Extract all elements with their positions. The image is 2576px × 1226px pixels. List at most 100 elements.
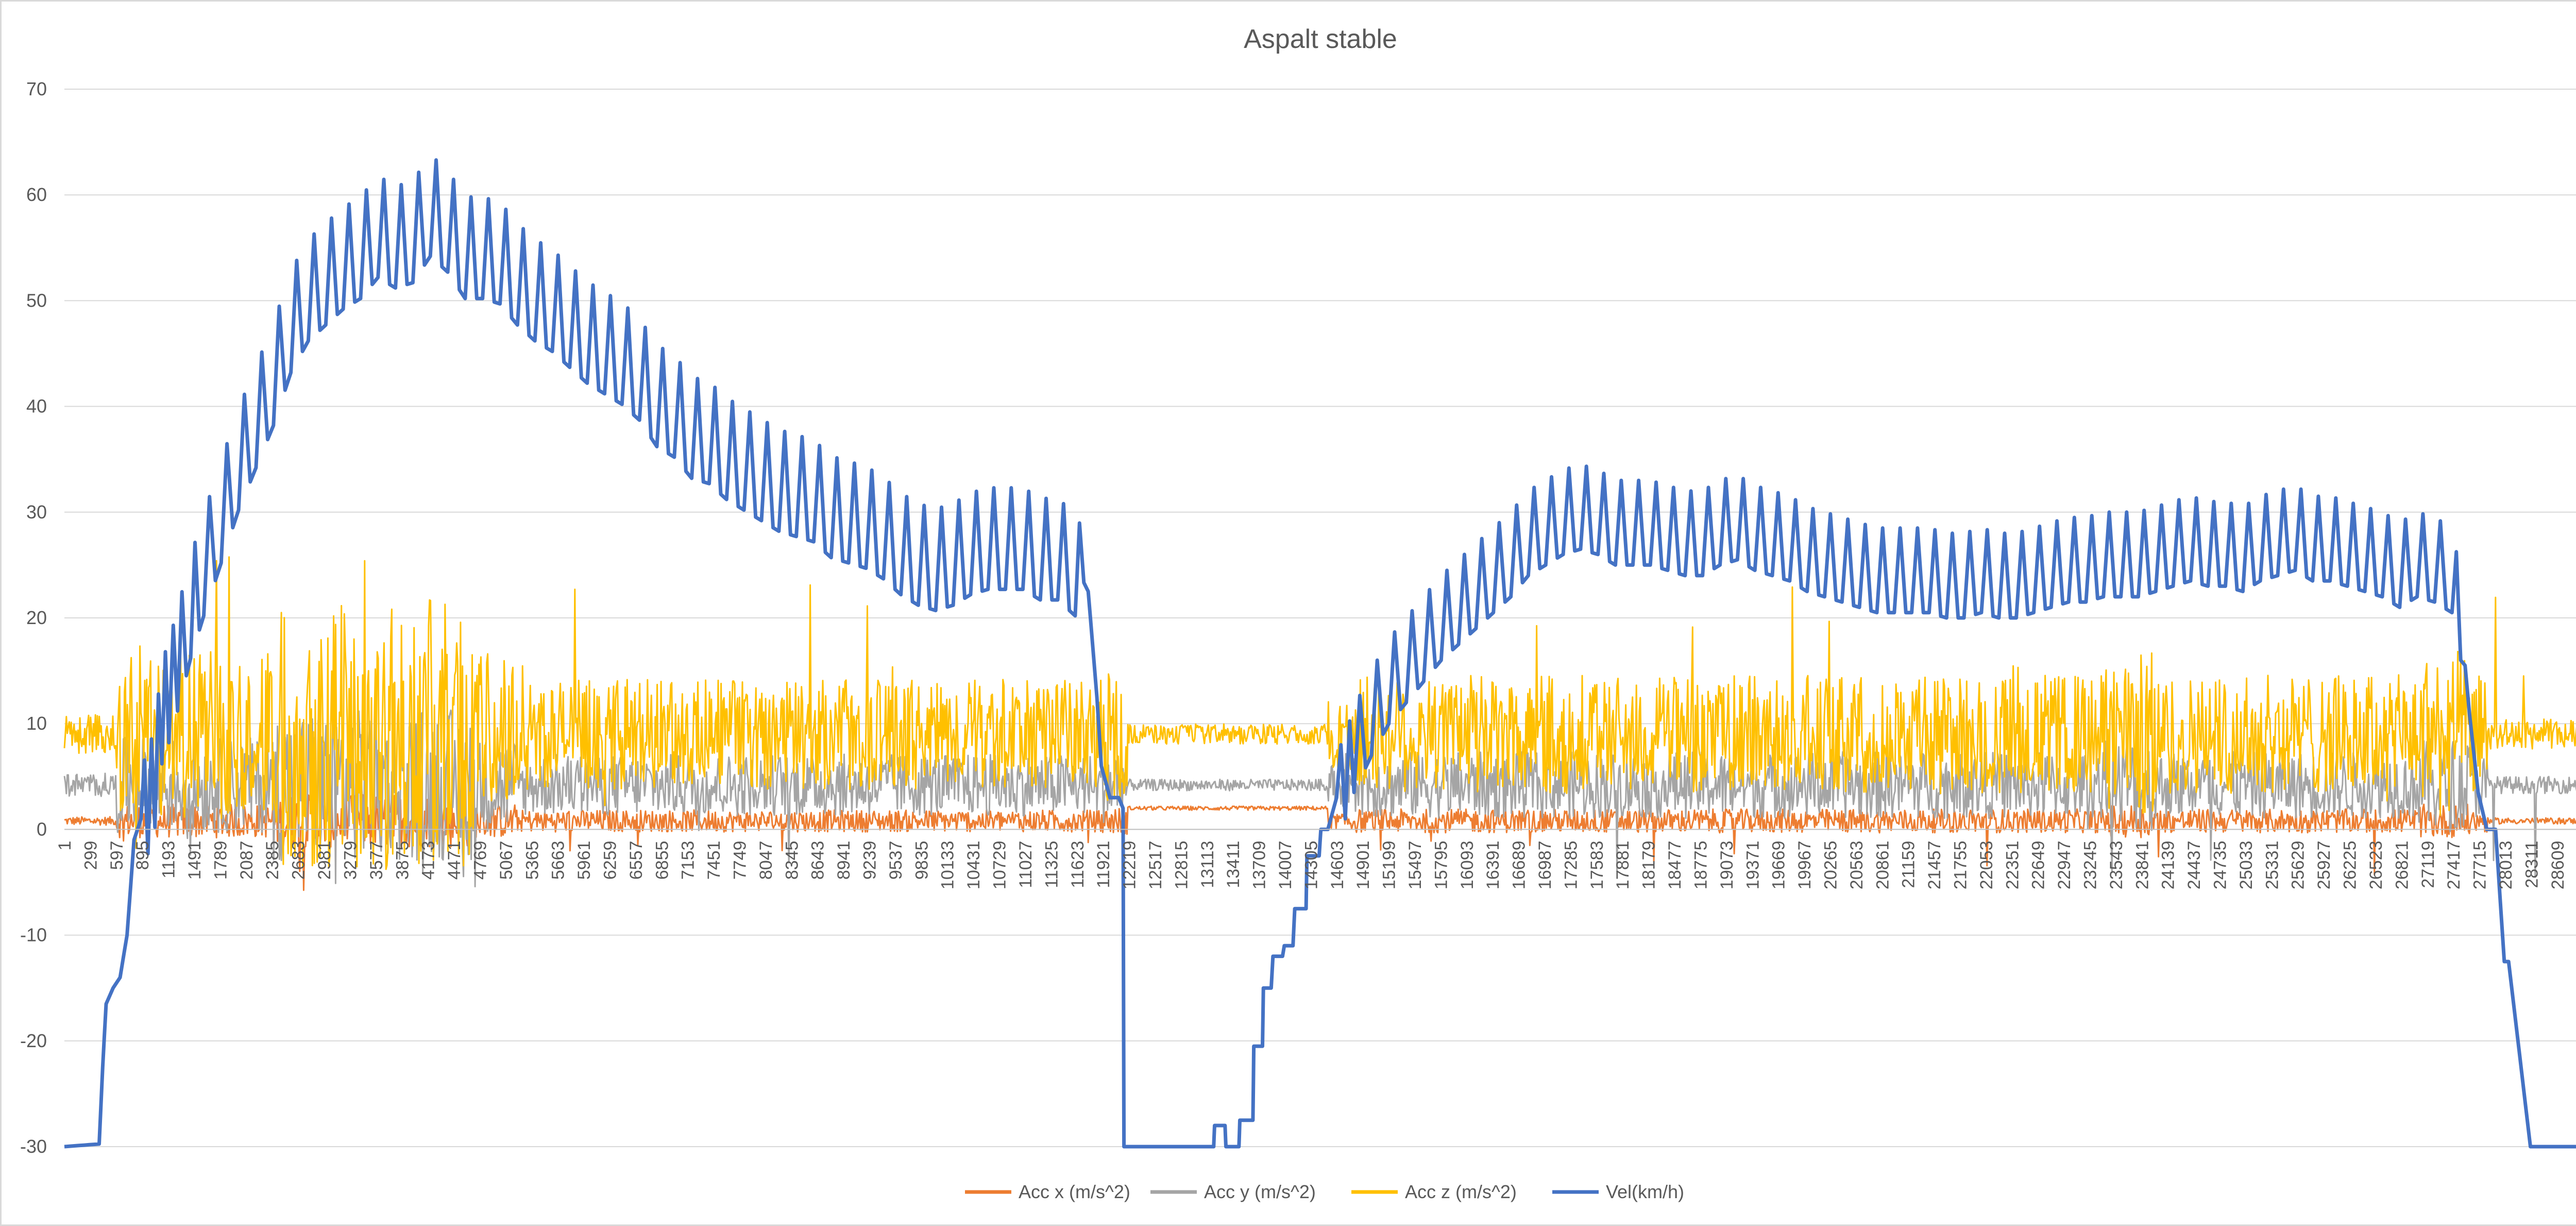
legend-label: Acc y (m/s^2) bbox=[1204, 1181, 1316, 1202]
x-tick-label: 9537 bbox=[886, 841, 906, 880]
x-tick-label: 14305 bbox=[1301, 841, 1321, 889]
x-tick-label: 25331 bbox=[2262, 841, 2282, 889]
series-line bbox=[63, 709, 2576, 887]
x-tick-label: 10431 bbox=[964, 841, 984, 889]
x-tick-label: 26821 bbox=[2392, 841, 2412, 889]
x-tick-label: 8643 bbox=[808, 841, 828, 880]
chart-title: Aspalt stable bbox=[1244, 24, 1397, 54]
x-tick-label: 27417 bbox=[2444, 841, 2464, 889]
x-tick-label: 7153 bbox=[679, 841, 698, 880]
x-tick-label: 20265 bbox=[1821, 841, 1841, 889]
x-tick-label: 28013 bbox=[2496, 841, 2516, 889]
x-tick-label: 24139 bbox=[2159, 841, 2178, 889]
primary-y-tick-label: -30 bbox=[20, 1136, 47, 1157]
x-tick-label: 5663 bbox=[549, 841, 568, 880]
series-line bbox=[64, 158, 2576, 1149]
x-tick-label: 2087 bbox=[237, 841, 257, 880]
primary-y-tick-label: 30 bbox=[26, 501, 47, 523]
x-tick-label: 7749 bbox=[731, 841, 750, 880]
primary-y-tick-label: 40 bbox=[26, 396, 47, 417]
x-tick-label: 1 bbox=[55, 841, 75, 850]
x-tick-label: 24437 bbox=[2184, 841, 2204, 889]
series-line bbox=[63, 556, 2576, 870]
x-tick-label: 4471 bbox=[445, 841, 464, 880]
x-tick-label: 18179 bbox=[1639, 841, 1659, 889]
x-tick-label: 20861 bbox=[1873, 841, 1892, 889]
x-tick-label: 2385 bbox=[263, 841, 282, 880]
x-tick-label: 21457 bbox=[1925, 841, 1944, 889]
x-tick-label: 27715 bbox=[2470, 841, 2490, 889]
x-tick-label: 17583 bbox=[1587, 841, 1607, 889]
x-tick-label: 6557 bbox=[626, 841, 646, 880]
primary-y-tick-label: -20 bbox=[20, 1030, 47, 1051]
x-tick-label: 23841 bbox=[2132, 841, 2152, 889]
x-tick-label: 28609 bbox=[2548, 841, 2568, 889]
x-tick-label: 13709 bbox=[1250, 841, 1269, 889]
primary-y-tick-label: 10 bbox=[26, 713, 47, 734]
x-tick-label: 1193 bbox=[159, 841, 179, 878]
primary-y-tick-label: 0 bbox=[37, 818, 47, 839]
legend: Acc x (m/s^2) Acc y (m/s^2) Acc z (m/s^2) V… bbox=[965, 1181, 1684, 1202]
x-tick-label: 14901 bbox=[1353, 841, 1373, 889]
x-tick-label: 1491 bbox=[185, 841, 205, 880]
x-tick-label: 17881 bbox=[1613, 841, 1633, 889]
x-tick-label: 11921 bbox=[1094, 841, 1113, 888]
x-tick-label: 19371 bbox=[1743, 841, 1762, 889]
x-tick-label: 20563 bbox=[1847, 841, 1867, 889]
x-tick-label: 895 bbox=[133, 841, 152, 870]
x-tick-label: 5067 bbox=[497, 841, 516, 880]
legend-label: Vel(km/h) bbox=[1606, 1181, 1684, 1202]
x-tick-label: 26523 bbox=[2366, 841, 2386, 889]
x-tick-label: 11027 bbox=[1016, 841, 1036, 888]
x-tick-label: 6855 bbox=[652, 841, 672, 880]
x-axis: 1 299 597 895 1193 1491 1789 2087 2385 2683 2981 32… bbox=[55, 829, 2576, 889]
x-tick-label: 11325 bbox=[1042, 841, 1061, 888]
x-tick-label: 27119 bbox=[2418, 841, 2438, 888]
x-tick-label: 25033 bbox=[2236, 841, 2256, 889]
x-tick-label: 299 bbox=[81, 841, 100, 870]
x-tick-label: 18775 bbox=[1691, 841, 1710, 889]
x-tick-label: 10729 bbox=[990, 841, 1010, 889]
x-tick-label: 4769 bbox=[471, 841, 490, 880]
legend-label: Acc z (m/s^2) bbox=[1405, 1181, 1517, 1202]
x-tick-label: 22351 bbox=[2003, 841, 2022, 889]
x-tick-label: 2683 bbox=[289, 841, 309, 880]
x-tick-label: 16391 bbox=[1483, 841, 1503, 889]
x-tick-label: 3577 bbox=[367, 841, 386, 880]
x-tick-label: 28311 bbox=[2522, 841, 2541, 888]
x-tick-label: 17285 bbox=[1561, 841, 1581, 889]
x-tick-label: 14007 bbox=[1276, 841, 1295, 889]
x-tick-label: 16987 bbox=[1535, 841, 1555, 889]
x-tick-label: 8047 bbox=[756, 841, 776, 880]
x-tick-label: 15795 bbox=[1431, 841, 1451, 889]
x-tick-label: 22649 bbox=[2029, 841, 2048, 889]
x-tick-label: 8941 bbox=[834, 841, 854, 880]
x-tick-label: 6259 bbox=[601, 841, 620, 880]
x-tick-label: 22947 bbox=[2055, 841, 2074, 889]
x-tick-label: 12517 bbox=[1146, 841, 1165, 889]
x-tick-label: 12219 bbox=[1120, 841, 1140, 889]
x-tick-label: 2981 bbox=[315, 841, 334, 880]
x-tick-label: 23543 bbox=[2107, 841, 2126, 889]
x-tick-label: 19073 bbox=[1717, 841, 1737, 889]
x-tick-label: 21159 bbox=[1899, 841, 1919, 888]
x-tick-label: 14603 bbox=[1328, 841, 1347, 889]
series-line bbox=[64, 793, 2576, 891]
x-tick-label: 9835 bbox=[912, 841, 931, 880]
x-tick-label: 8345 bbox=[782, 841, 802, 880]
x-tick-label: 13113 bbox=[1198, 841, 1217, 888]
plot-series bbox=[63, 158, 2576, 1149]
x-tick-label: 18477 bbox=[1665, 841, 1685, 889]
primary-y-tick-label: 20 bbox=[26, 607, 47, 628]
gridlines bbox=[64, 89, 2576, 1147]
x-tick-label: 5365 bbox=[522, 841, 542, 880]
x-tick-label: 25927 bbox=[2314, 841, 2334, 889]
primary-y-axis: -30 -20 -10 0 10 20 30 40 50 60 70 bbox=[20, 78, 47, 1157]
x-tick-label: 7451 bbox=[704, 841, 724, 880]
x-tick-label: 1789 bbox=[211, 841, 230, 880]
x-tick-label: 5961 bbox=[574, 841, 594, 880]
x-tick-label: 16093 bbox=[1458, 841, 1477, 889]
x-tick-label: 22053 bbox=[1977, 841, 1996, 889]
